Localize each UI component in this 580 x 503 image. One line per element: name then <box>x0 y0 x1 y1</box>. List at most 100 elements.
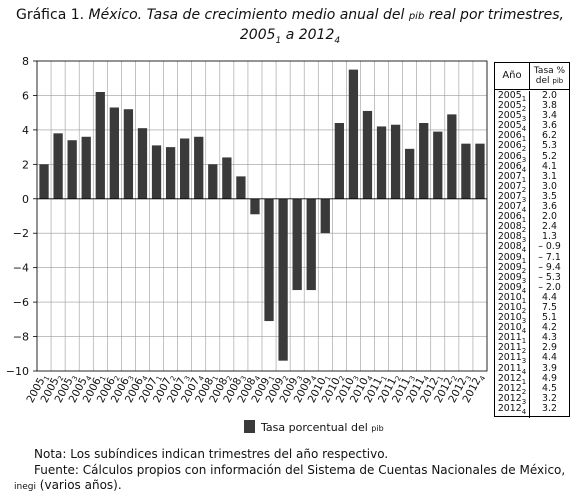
table-rate-cell: 4.2 <box>542 322 557 334</box>
table-year-cell: 20054 <box>497 120 527 134</box>
table-rate-cell: 3.0 <box>542 180 557 192</box>
bar <box>433 131 443 199</box>
bar <box>278 198 288 361</box>
data-table: Año Tasa % del pib 20051 20052 20053 20054 2… <box>494 62 570 418</box>
bar <box>236 176 246 199</box>
chart-title: Gráfica 1. México. Tasa de crecimiento m… <box>0 6 580 51</box>
title-range-mid: a 2012 <box>285 27 335 43</box>
y-tick-label: −8 <box>13 331 29 344</box>
y-tick-label: −6 <box>13 296 29 309</box>
table-year-cell: 20063 <box>497 150 527 164</box>
table-header-rate-label: Tasa % <box>533 66 566 76</box>
bar <box>165 147 176 199</box>
table-rate-cell: – 5.3 <box>538 271 561 283</box>
bar <box>405 148 415 199</box>
table-year-cell: 20112 <box>497 342 527 356</box>
bar <box>180 138 190 199</box>
table-rate-cell: 4.1 <box>542 160 557 172</box>
footnotes: Nota: Los subíndices indican trimestres … <box>14 447 580 496</box>
y-tick-label: 6 <box>22 89 29 102</box>
bar <box>362 110 373 199</box>
y-tick-label: −4 <box>13 262 29 275</box>
bar <box>348 69 359 199</box>
bar <box>264 198 274 322</box>
table-rate-cell: 4.4 <box>542 352 557 364</box>
table-rate-cell: 3.2 <box>542 392 557 404</box>
bar <box>334 123 344 199</box>
table-year-cell: 20074 <box>497 201 527 214</box>
bar <box>475 143 485 199</box>
bar <box>306 198 316 291</box>
table-year-cell: 20084 <box>497 241 527 255</box>
table-rate-cell: 4.9 <box>542 372 557 384</box>
table-rate-cell: – 0.9 <box>538 241 561 253</box>
title-suffix: real por trimestres, <box>428 7 564 23</box>
title-range-end-sub: 4 <box>334 35 341 46</box>
title-main: México. Tasa de crecimiento medio anual … <box>88 7 405 23</box>
table-rate-cell: 3.8 <box>542 100 557 112</box>
bar <box>292 198 302 291</box>
table-rate-cell: 5.3 <box>542 140 557 152</box>
legend-swatch <box>244 420 255 433</box>
table-header-rate-pib: pib <box>552 77 564 85</box>
table-rate-cell: 1.3 <box>542 231 557 243</box>
table-year-cell: 20071 <box>497 170 527 184</box>
table-year-column: 20051 20052 20053 20054 20061 20062 20063 20064… <box>495 90 530 418</box>
table-year-cell: 20091 <box>497 251 527 265</box>
bar <box>67 140 77 199</box>
table-year-cell: 20073 <box>497 190 527 204</box>
source-inegi: inegi <box>14 482 36 492</box>
table-year-cell: 20101 <box>497 291 527 305</box>
bar <box>137 128 148 199</box>
table-year-cell: 20093 <box>497 271 527 285</box>
bar <box>109 107 119 199</box>
table-year-cell: 20104 <box>497 322 527 336</box>
table-year-cell: 20052 <box>497 100 527 113</box>
bar <box>419 123 429 199</box>
table-year-cell: 20114 <box>497 362 527 376</box>
y-tick-label: 0 <box>22 193 29 206</box>
table-year-cell: 20111 <box>497 332 527 346</box>
table-rate-cell: 2.4 <box>542 221 557 233</box>
table-rate-cell: 5.2 <box>542 150 557 162</box>
legend-label: Tasa porcentual del pib <box>260 421 384 434</box>
table-year-cell: 20123 <box>497 392 527 406</box>
table-header-rate: Tasa % del pib <box>530 63 569 89</box>
table-year-cell: 20102 <box>497 301 527 315</box>
bar <box>320 198 330 234</box>
title-pib: pib <box>408 11 425 22</box>
table-year-cell: 20094 <box>497 281 527 295</box>
bar <box>376 126 387 199</box>
table-rate-cell: 7.5 <box>542 301 557 313</box>
table-rate-cell: 3.6 <box>542 201 557 213</box>
table-year-cell: 20062 <box>497 140 527 154</box>
table-year-cell: 20122 <box>497 382 527 396</box>
table-year-cell: 20072 <box>497 180 527 194</box>
table-rate-cell: 2.0 <box>542 90 557 101</box>
table-rate-cell: 3.6 <box>542 120 557 132</box>
bar <box>81 136 91 199</box>
table-rate-cell: – 2.0 <box>538 281 561 293</box>
table-year-cell: 20064 <box>497 160 527 174</box>
table-year-cell: 20103 <box>497 312 527 325</box>
table-rate-cell: 4.3 <box>542 332 557 344</box>
y-tick-label: 8 <box>22 55 29 68</box>
table-header-year: Año <box>495 63 530 89</box>
bar <box>250 198 260 215</box>
table-rate-cell: 4.4 <box>542 291 557 303</box>
plot-frame <box>36 60 488 372</box>
bar <box>123 109 134 199</box>
table-rate-cell: 3.4 <box>542 110 557 122</box>
table-rate-cell: 3.9 <box>542 362 557 374</box>
title-range-start: 2005 <box>239 27 276 43</box>
title-range-start-sub: 1 <box>275 35 282 46</box>
table-year-cell: 20053 <box>497 110 527 124</box>
table-header-rate-del: del <box>535 76 550 86</box>
bar-chart: −10−8−6−4−202468200512005220053200542006… <box>6 55 488 434</box>
table-year-cell: 20061 <box>497 211 527 224</box>
bar <box>461 143 471 199</box>
source-end: (varios años). <box>39 478 122 492</box>
table-rate-column: 2.0 3.8 3.4 3.6 6.2 5.3 5.2 4.1 3.1 3.0 3.5 3.6 2.0 2… <box>530 90 569 418</box>
bar <box>53 133 63 199</box>
table-year-cell: 20124 <box>497 402 527 416</box>
